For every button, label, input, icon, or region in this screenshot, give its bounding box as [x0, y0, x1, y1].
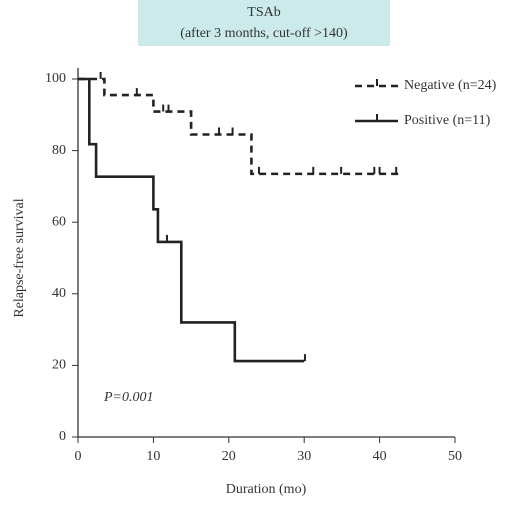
x-tick-label: 50 — [448, 449, 462, 464]
chart-title: TSAb — [247, 5, 280, 20]
x-tick-label: 40 — [373, 449, 387, 464]
x-axis-label: Duration (mo) — [226, 482, 307, 497]
y-tick-label: 20 — [52, 358, 66, 373]
chart-subtitle: (after 3 months, cut-off >140) — [180, 26, 348, 41]
y-axis-label: Relapse-free survival — [12, 198, 27, 317]
annotation: P=0.001 — [103, 390, 154, 405]
y-tick-label: 80 — [52, 143, 66, 158]
y-tick-label: 0 — [59, 429, 66, 444]
y-tick-label: 40 — [52, 286, 66, 301]
survival-line — [78, 77, 305, 363]
x-tick-label: 0 — [75, 449, 82, 464]
survival-line — [78, 77, 399, 176]
legend-label: Negative (n=24) — [404, 78, 497, 93]
x-tick-label: 30 — [297, 449, 311, 464]
y-tick-label: 60 — [52, 214, 66, 229]
x-tick-label: 20 — [222, 449, 236, 464]
y-tick-label: 100 — [45, 71, 66, 86]
title-box — [138, 0, 390, 46]
legend-label: Positive (n=11) — [404, 113, 491, 128]
x-tick-label: 10 — [146, 449, 160, 464]
